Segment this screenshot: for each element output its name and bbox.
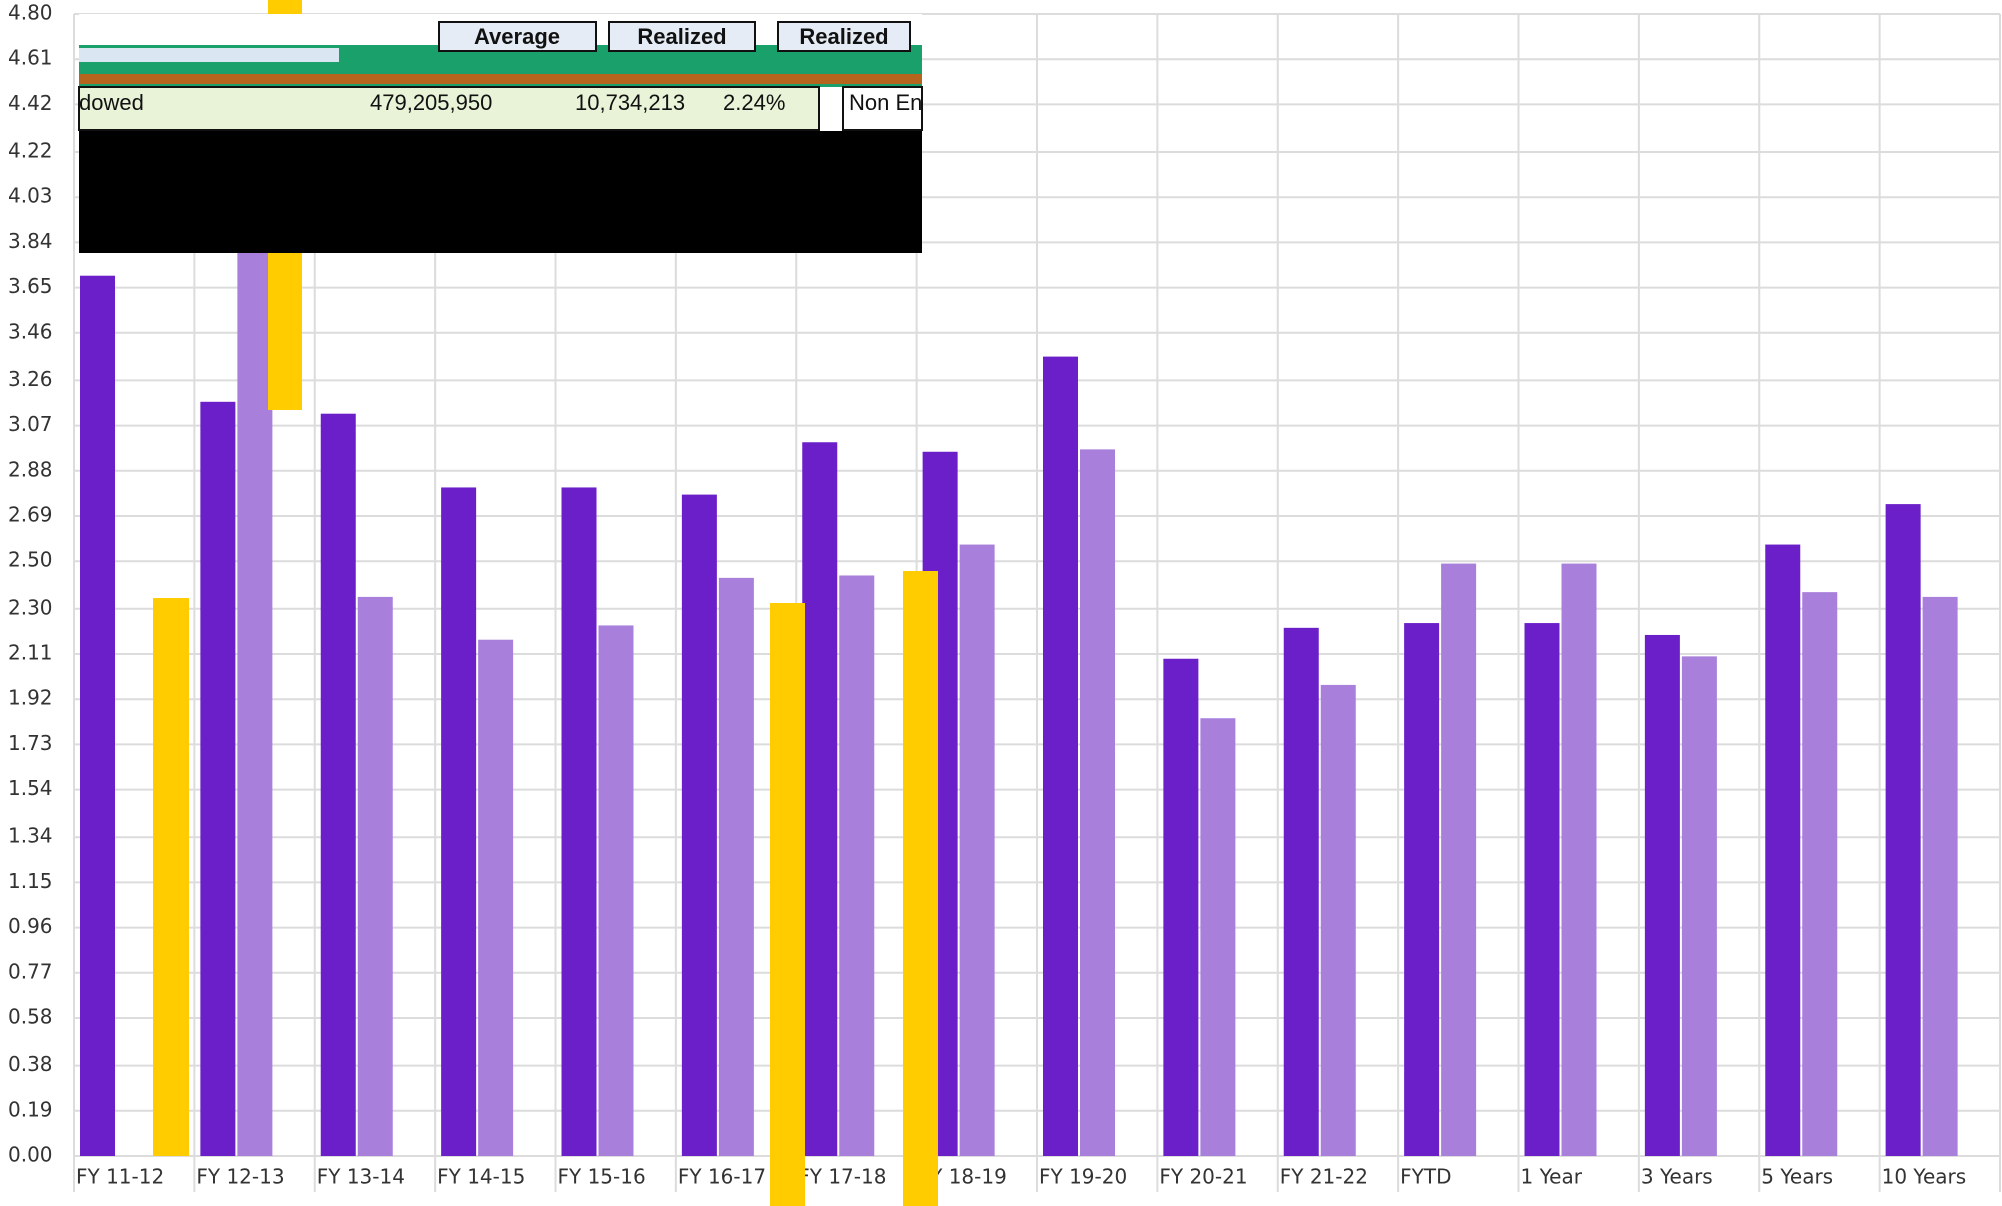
bar — [599, 625, 634, 1156]
bar — [1321, 685, 1356, 1156]
bar — [802, 442, 837, 1156]
row-text: dowed — [79, 90, 144, 115]
y-tick-label: 0.77 — [8, 959, 53, 983]
row-text: 479,205,950 — [370, 90, 492, 115]
y-tick-label: 4.22 — [8, 138, 53, 162]
y-tick-label: 2.50 — [8, 548, 53, 572]
x-tick-label: FY 20-21 — [1159, 1165, 1247, 1189]
bar — [1525, 623, 1560, 1156]
y-tick-label: 1.92 — [8, 686, 53, 710]
bar — [839, 575, 874, 1156]
bar — [1284, 628, 1319, 1156]
x-tick-label: FY 12-13 — [196, 1165, 284, 1189]
bar — [1441, 564, 1476, 1156]
bar — [237, 228, 272, 1156]
y-tick-label: 2.30 — [8, 595, 53, 619]
y-tick-label: 1.73 — [8, 731, 53, 755]
bar — [562, 487, 597, 1156]
bar — [1562, 564, 1597, 1156]
bar — [719, 578, 754, 1156]
x-tick-label: FY 21-22 — [1280, 1165, 1368, 1189]
y-tick-label: 2.11 — [8, 640, 53, 664]
bar — [1404, 623, 1439, 1156]
x-tick-label: FY 14-15 — [437, 1165, 525, 1189]
bar — [682, 495, 717, 1156]
y-tick-label: 0.00 — [8, 1143, 53, 1167]
row-text: 10,734,213 — [575, 90, 685, 115]
bar — [1163, 659, 1198, 1156]
bar — [1080, 449, 1115, 1156]
bar — [960, 545, 995, 1156]
x-tick-label: FY 15-16 — [558, 1165, 646, 1189]
x-tick-label: FY 16-17 — [678, 1165, 766, 1189]
y-tick-label: 0.96 — [8, 914, 53, 938]
bar — [478, 640, 513, 1156]
x-tick-label: FY 13-14 — [317, 1165, 405, 1189]
x-tick-label: FY 11-12 — [76, 1165, 164, 1189]
y-tick-label: 3.46 — [8, 319, 53, 343]
y-tick-label: 3.26 — [8, 367, 53, 391]
y-tick-label: 3.84 — [8, 229, 53, 253]
bar — [321, 414, 356, 1156]
y-tick-label: 1.54 — [8, 776, 53, 800]
bar — [1645, 635, 1680, 1156]
y-tick-label: 0.38 — [8, 1052, 53, 1076]
y-tick-label: 4.80 — [8, 1, 53, 25]
side-text: Non En — [849, 90, 922, 115]
x-tick-label: FY 17-18 — [798, 1165, 886, 1189]
header-text: Realized — [637, 24, 726, 49]
bar — [358, 597, 393, 1156]
y-tick-label: 1.15 — [8, 869, 53, 893]
bar — [1886, 504, 1921, 1156]
glitch-bar — [770, 603, 805, 1206]
x-tick-label: FYTD — [1400, 1165, 1451, 1189]
y-tick-label: 2.88 — [8, 457, 53, 481]
bar — [441, 487, 476, 1156]
y-tick-label: 3.65 — [8, 274, 53, 298]
y-tick-label: 4.03 — [8, 184, 53, 208]
y-tick-label: 1.34 — [8, 824, 53, 848]
y-tick-label: 3.07 — [8, 412, 53, 436]
bar — [200, 402, 235, 1156]
bar — [1043, 357, 1078, 1156]
row-text: 2.24% — [723, 90, 785, 115]
glitch-bar — [153, 598, 189, 1156]
y-tick-label: 4.42 — [8, 91, 53, 115]
glitch-bar — [903, 571, 938, 1206]
bar — [1200, 718, 1235, 1156]
glitch-strip — [79, 74, 922, 84]
x-tick-label: FY 19-20 — [1039, 1165, 1127, 1189]
bar — [1682, 656, 1717, 1156]
bar — [1802, 592, 1837, 1156]
y-tick-label: 0.19 — [8, 1097, 53, 1121]
glitch-strip — [79, 48, 339, 62]
header-text: Realized — [799, 24, 888, 49]
y-tick-label: 4.61 — [8, 46, 53, 70]
x-tick-label: 10 Years — [1882, 1165, 1967, 1189]
header-text: Average — [474, 24, 560, 49]
x-tick-label: 3 Years — [1641, 1165, 1713, 1189]
y-tick-label: 0.58 — [8, 1005, 53, 1029]
x-tick-label: 1 Year — [1521, 1165, 1583, 1189]
bar — [80, 276, 115, 1156]
bar — [1923, 597, 1958, 1156]
redaction — [79, 131, 922, 253]
chart: 0.00 0.19 0.38 0.58 0.77 0.96 1.15 1.34 1.54 1.73… — [0, 0, 2002, 1206]
y-tick-label: 2.69 — [8, 503, 53, 527]
bar — [1765, 545, 1800, 1156]
x-tick-label: 5 Years — [1761, 1165, 1833, 1189]
